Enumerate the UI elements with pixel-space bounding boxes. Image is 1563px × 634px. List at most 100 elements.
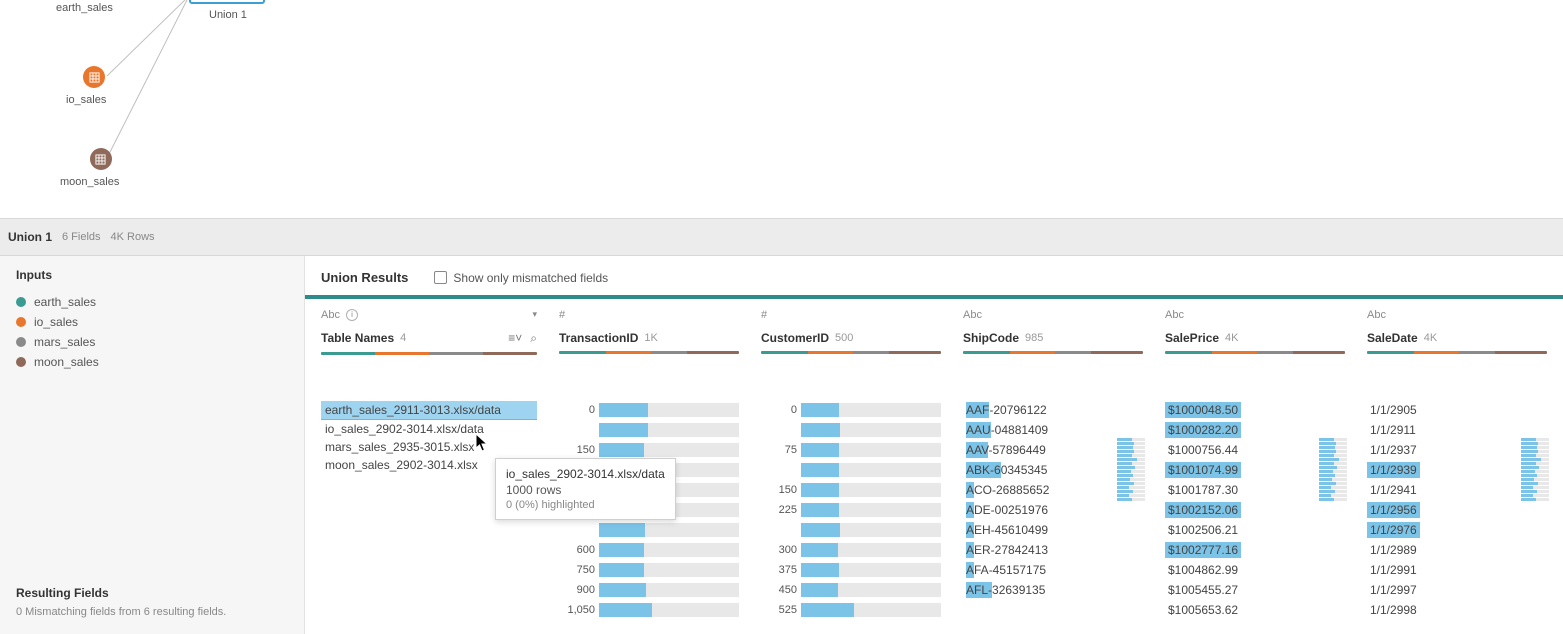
histogram-bin[interactable] bbox=[761, 520, 941, 540]
histogram-bin[interactable]: 375 bbox=[761, 560, 941, 580]
union-node[interactable] bbox=[189, 0, 265, 4]
table-name-row[interactable]: io_sales_2902-3014.xlsx/data bbox=[321, 420, 537, 438]
table-name-row[interactable]: earth_sales_2911-3013.xlsx/data bbox=[321, 401, 537, 420]
column-count: 1K bbox=[644, 332, 657, 344]
column-header[interactable]: AbcSalePrice4K bbox=[1159, 299, 1351, 360]
mismatched-checkbox[interactable]: Show only mismatched fields bbox=[434, 271, 608, 285]
step-header: Union 1 6 Fields 4K Rows bbox=[0, 218, 1563, 256]
bin-label: 0 bbox=[761, 404, 797, 416]
value-row[interactable]: 1/1/2997 bbox=[1367, 580, 1547, 600]
histogram-bin[interactable]: 750 bbox=[559, 560, 739, 580]
search-icon[interactable]: ⌕ bbox=[530, 331, 537, 346]
bin-bar bbox=[599, 563, 739, 577]
value-row[interactable]: ADE-00251976 bbox=[963, 500, 1143, 520]
value-row[interactable]: 1/1/2989 bbox=[1367, 540, 1547, 560]
column-header[interactable]: Abci▾Table Names4≡˅⌕ bbox=[315, 299, 543, 361]
dropdown-icon[interactable]: ▾ bbox=[532, 309, 537, 320]
value-row[interactable]: $1005653.62 bbox=[1165, 600, 1345, 620]
name-row: ShipCode985 bbox=[963, 323, 1143, 345]
value-row[interactable]: $1002152.06 bbox=[1165, 500, 1345, 520]
histogram-bin[interactable] bbox=[559, 420, 739, 440]
histogram-bin[interactable]: 525 bbox=[761, 600, 941, 620]
value-row[interactable]: $1004862.99 bbox=[1165, 560, 1345, 580]
value-row[interactable]: 1/1/2937 bbox=[1367, 440, 1547, 460]
value-row[interactable]: $1000282.20 bbox=[1165, 420, 1345, 440]
name-row: Table Names4≡˅⌕ bbox=[321, 323, 537, 346]
value-row[interactable]: $1002777.16 bbox=[1165, 540, 1345, 560]
column-header[interactable]: #CustomerID500 bbox=[755, 299, 947, 360]
value-row[interactable]: 1/1/2941 bbox=[1367, 480, 1547, 500]
histogram-bin[interactable]: 0 bbox=[761, 400, 941, 420]
value-row[interactable]: 1/1/2956 bbox=[1367, 500, 1547, 520]
value-row[interactable]: AER-27842413 bbox=[963, 540, 1143, 560]
column-header[interactable]: AbcShipCode985 bbox=[957, 299, 1149, 360]
sidebar-input-item[interactable]: moon_sales bbox=[16, 352, 288, 372]
value-row[interactable]: $1000048.50 bbox=[1165, 400, 1345, 420]
column-header[interactable]: #TransactionID1K bbox=[553, 299, 745, 360]
histogram-bin[interactable]: 900 bbox=[559, 580, 739, 600]
value-row[interactable]: AAV-57896449 bbox=[963, 440, 1143, 460]
bin-bar bbox=[801, 423, 941, 437]
value-row[interactable]: 1/1/2998 bbox=[1367, 600, 1547, 620]
value-row[interactable]: 1/1/2939 bbox=[1367, 460, 1547, 480]
bin-label: 150 bbox=[559, 444, 595, 456]
mini-histogram bbox=[1319, 438, 1347, 502]
value-row[interactable]: $1005455.27 bbox=[1165, 580, 1345, 600]
histogram-bin[interactable]: 600 bbox=[559, 540, 739, 560]
histogram-bin[interactable] bbox=[559, 520, 739, 540]
histogram-bin[interactable] bbox=[761, 460, 941, 480]
swatch bbox=[16, 357, 26, 367]
histogram-bin[interactable]: 150 bbox=[559, 440, 739, 460]
value-row[interactable]: ABK-60345345 bbox=[963, 460, 1143, 480]
value-row[interactable]: 1/1/2911 bbox=[1367, 420, 1547, 440]
union-node-label: Union 1 bbox=[209, 9, 247, 21]
swatch bbox=[16, 297, 26, 307]
sidebar-input-item[interactable]: io_sales bbox=[16, 312, 288, 332]
bin-label: 450 bbox=[761, 584, 797, 596]
histogram-bin[interactable]: 150 bbox=[761, 480, 941, 500]
value-row[interactable]: AFA-45157175 bbox=[963, 560, 1143, 580]
column-header[interactable]: AbcSaleDate4K bbox=[1361, 299, 1553, 360]
value-row[interactable]: 1/1/2976 bbox=[1367, 520, 1547, 540]
value-row[interactable] bbox=[963, 600, 1143, 620]
flow-node-moon-sales[interactable]: moon_sales bbox=[82, 148, 119, 188]
histogram-bin[interactable]: 75 bbox=[761, 440, 941, 460]
column-body: $1000048.50 $1000282.20 $1000756.44 $100107… bbox=[1159, 394, 1351, 626]
column-customer-id: #CustomerID500075150225300375450525 bbox=[755, 299, 947, 634]
type-label: # bbox=[761, 309, 767, 321]
inputs-title: Inputs bbox=[16, 268, 288, 282]
info-icon[interactable]: i bbox=[346, 309, 358, 321]
histogram-bin[interactable]: 300 bbox=[761, 540, 941, 560]
histogram-bin[interactable]: 450 bbox=[761, 580, 941, 600]
value-row[interactable]: 1/1/2991 bbox=[1367, 560, 1547, 580]
value-text: $1000756.44 bbox=[1165, 442, 1241, 458]
value-row[interactable]: AEH-45610499 bbox=[963, 520, 1143, 540]
table-name-row[interactable]: mars_sales_2935-3015.xlsx bbox=[321, 438, 537, 456]
value-row[interactable]: $1001074.99 bbox=[1165, 460, 1345, 480]
histogram-bin[interactable]: 225 bbox=[761, 500, 941, 520]
value-row[interactable]: ACO-26885652 bbox=[963, 480, 1143, 500]
value-row[interactable]: $1000756.44 bbox=[1165, 440, 1345, 460]
bin-bar bbox=[801, 403, 941, 417]
value-text: $1004862.99 bbox=[1165, 562, 1241, 578]
flow-node-io-sales[interactable]: io_sales bbox=[82, 66, 106, 106]
value-row[interactable]: $1001787.30 bbox=[1165, 480, 1345, 500]
sidebar-input-item[interactable]: mars_sales bbox=[16, 332, 288, 352]
sort-icon[interactable]: ≡˅ bbox=[508, 331, 522, 346]
value-row[interactable]: 1/1/2905 bbox=[1367, 400, 1547, 420]
value-text: 1/1/2976 bbox=[1367, 522, 1420, 538]
value-row[interactable]: $1002506.21 bbox=[1165, 520, 1345, 540]
value-text: 1/1/2905 bbox=[1367, 402, 1420, 418]
flow-node-label: earth_sales bbox=[56, 2, 113, 14]
value-row[interactable]: AFL-32639135 bbox=[963, 580, 1143, 600]
value-row[interactable]: AAU-04881409 bbox=[963, 420, 1143, 440]
value-text: $1000282.20 bbox=[1165, 422, 1241, 438]
type-row: Abc bbox=[1165, 307, 1345, 323]
histogram-bin[interactable]: 0 bbox=[559, 400, 739, 420]
histogram-bin[interactable]: 1,050 bbox=[559, 600, 739, 620]
histogram-bin[interactable] bbox=[761, 420, 941, 440]
column-count: 500 bbox=[835, 332, 853, 344]
flow-node-earth-sales[interactable]: earth_sales bbox=[56, 0, 113, 14]
value-row[interactable]: AAF-20796122 bbox=[963, 400, 1143, 420]
sidebar-input-item[interactable]: earth_sales bbox=[16, 292, 288, 312]
